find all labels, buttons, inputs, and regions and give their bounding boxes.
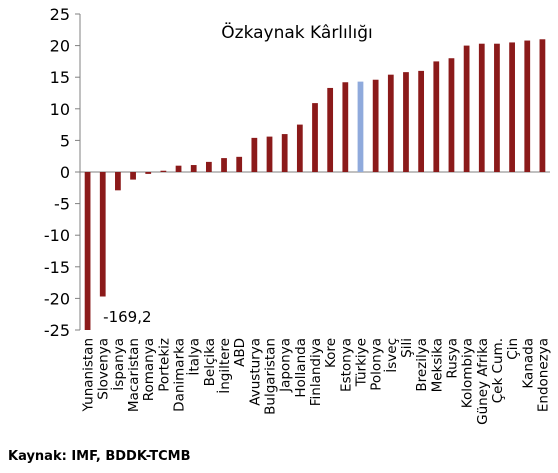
y-tick-label: -20 [44,289,70,308]
bar [221,158,227,172]
category-label: Japonya [278,338,294,393]
bar [539,39,546,172]
category-label: Kore [323,338,339,368]
category-label: Macaristan [126,338,142,412]
category-label: Şili [399,338,415,358]
category-label: Kanada [520,338,536,389]
y-tick-label: 10 [50,100,70,119]
bar [266,136,273,172]
category-label: Güney Afrika [475,338,491,425]
category-label: Yunanistan [81,338,97,413]
y-tick-label: 0 [60,163,70,182]
source-note: Kaynak: IMF, BDDK-TCMB [8,449,191,464]
bar [357,81,364,172]
bar [448,58,455,172]
bar [115,172,121,191]
bar [190,165,197,172]
bar [403,72,409,172]
category-label: İsveç [382,338,400,373]
y-tick-label: -5 [54,195,70,214]
y-tick-label: 15 [50,68,70,87]
category-label: Brezilya [414,338,430,392]
y-tick-label: -25 [44,321,70,340]
category-label: Belçika [202,338,218,386]
category-label: Danimarka [172,338,188,412]
category-label: Portekiz [156,338,172,392]
y-tick-label: -10 [44,226,70,245]
category-label: Bulgaristan [263,338,279,415]
y-tick-label: 20 [50,37,70,56]
bar [99,172,106,297]
data-label: -169,2 [103,308,151,326]
category-label: Estonya [338,338,354,392]
category-label: Avusturya [247,338,263,406]
bar [342,82,349,172]
bar [130,172,136,180]
bar [281,134,288,172]
category-label: İtalya [185,338,203,376]
bar [524,40,531,172]
bar [251,137,258,172]
bar [463,45,470,172]
category-label: İngiltere [215,338,233,394]
category-label: Kolombiya [460,338,476,408]
category-label: İspanya [109,338,127,391]
bar [175,165,182,172]
bar [84,172,91,330]
bar [433,61,440,172]
category-label: Endonezya [535,338,551,412]
category-label: Hollanda [293,338,309,398]
bar [418,70,425,172]
bar [160,170,167,172]
bar [145,172,152,174]
category-label: Finlandiya [308,338,324,406]
bar [478,43,485,173]
bar [509,42,515,172]
y-tick-label: -15 [44,258,70,277]
y-tick-label: 25 [50,5,70,24]
category-label: Meksika [429,338,445,392]
bar [494,43,500,173]
bar-chart: -25 -20 -15 -10 -5 0 5 10 15 20 25 Yunanistan Sloven… [44,5,552,425]
category-label: ABD [232,338,248,367]
category-label: Çek Cum. [490,338,506,403]
category-label: Slovenya [96,338,112,400]
category-label: Polonya [369,338,385,391]
bar [236,156,243,172]
bar [312,103,318,172]
chart-title: Özkaynak Kârlılığı [221,21,372,43]
bar [205,161,212,172]
bar [296,124,303,172]
category-label: Romanya [141,338,157,401]
category-label: Türkiye [353,338,369,387]
bar [387,74,394,172]
y-tick-label: 5 [60,131,70,150]
category-label: Rusya [444,338,460,379]
bar [327,87,334,172]
bar [372,79,379,172]
category-label: Çin [505,338,521,360]
